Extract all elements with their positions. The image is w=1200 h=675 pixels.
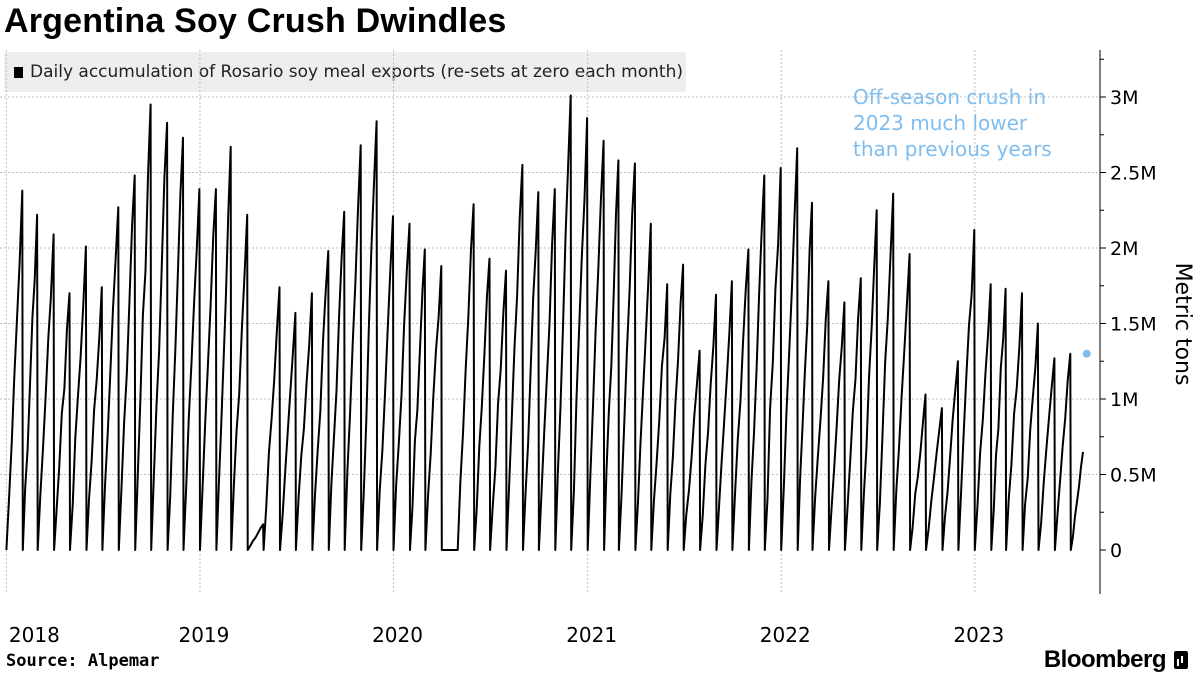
x-tick-label: 2022 xyxy=(760,623,811,645)
y-axis: 0 0.5M 1M 1.5M 2M 2.5M 3M Metric tons xyxy=(1099,50,1195,594)
x-tick-label: 2021 xyxy=(566,623,617,645)
legend-swatch xyxy=(14,67,23,78)
x-tick-label: 2023 xyxy=(953,623,1004,645)
y-tick-label: 2M xyxy=(1110,238,1138,260)
y-tick-label: 0.5M xyxy=(1110,465,1157,487)
x-tick-label: 2020 xyxy=(372,623,423,645)
annotation: Off-season crush in 2023 much lower than p… xyxy=(853,85,1091,358)
x-tick-label: 2018 xyxy=(9,623,60,645)
brand-logo-text: Bloomberg xyxy=(1043,646,1167,673)
legend-label: Daily accumulation of Rosario soy meal e… xyxy=(30,62,683,82)
y-tick-label: 1.5M xyxy=(1110,314,1157,336)
source-note: Source: Alpemar xyxy=(6,651,160,671)
x-axis: 2018 2019 2020 2021 2022 2023 xyxy=(9,623,1004,645)
series-line xyxy=(5,94,1084,551)
y-tick-label: 2.5M xyxy=(1110,163,1157,185)
y-tick-label: 3M xyxy=(1110,87,1138,109)
brand: Bloomberg xyxy=(1044,646,1188,674)
annotation-line: 2023 much lower xyxy=(853,111,1028,135)
latest-point-marker xyxy=(1082,349,1091,358)
chart-title: Argentina Soy Crush Dwindles xyxy=(4,2,507,40)
annotation-text: Off-season crush in 2023 much lower than p… xyxy=(853,85,1052,161)
annotation-line: than previous years xyxy=(853,137,1052,161)
series xyxy=(5,94,1084,551)
annotation-line: Off-season crush in xyxy=(853,85,1046,109)
y-tick-label: 0 xyxy=(1110,540,1122,562)
legend: Daily accumulation of Rosario soy meal e… xyxy=(4,52,686,92)
x-tick-label: 2019 xyxy=(178,623,229,645)
y-tick-label: 1M xyxy=(1110,389,1138,411)
y-axis-label: Metric tons xyxy=(1170,263,1195,386)
bloomberg-chart-icon xyxy=(1174,651,1188,669)
